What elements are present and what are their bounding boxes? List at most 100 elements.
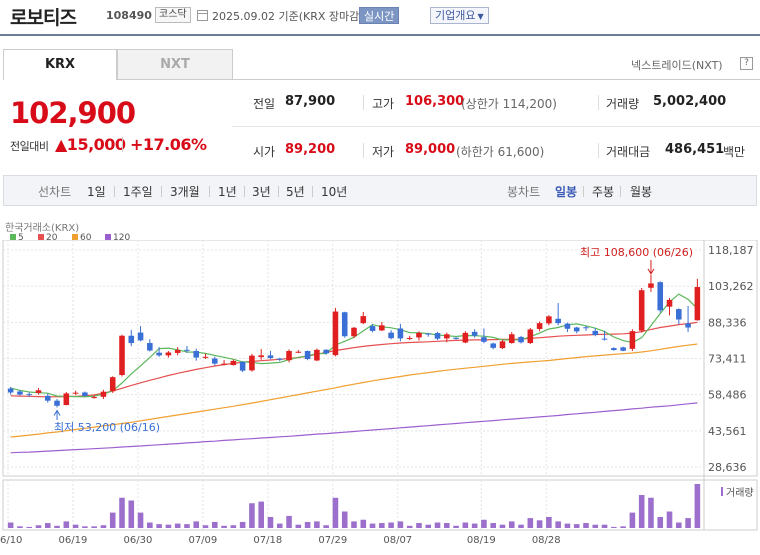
period-1w-button[interactable]: 1주일 — [123, 185, 153, 199]
legend-label: 5 — [18, 233, 24, 243]
candle-body — [388, 332, 394, 339]
candle — [323, 349, 329, 355]
x-tick-label: 08/19 — [467, 535, 496, 546]
candle — [499, 339, 506, 350]
volume-bar — [462, 522, 469, 528]
period-3m-button[interactable]: 3개월 — [170, 185, 200, 199]
period-1d-button[interactable]: 1일 — [87, 185, 106, 199]
high-value: 106,300 — [405, 94, 465, 109]
volume-bar — [434, 522, 441, 528]
price-grid — [2, 240, 758, 531]
volume-bar — [583, 523, 589, 528]
candle — [165, 351, 172, 358]
period-1y-button[interactable]: 1년 — [218, 185, 237, 199]
high-arrow-head — [647, 268, 655, 275]
base-date: 2025.09.02 기준(KRX 장마감) — [212, 10, 364, 23]
current-price: 102,900 — [10, 96, 136, 130]
period-3y-button[interactable]: 3년 — [252, 185, 271, 199]
realtime-button[interactable]: 실시간 — [359, 7, 400, 24]
candle — [666, 297, 673, 316]
candle-body — [518, 336, 524, 343]
candle — [601, 330, 608, 341]
candle-body — [694, 287, 701, 321]
candle-body — [527, 329, 534, 344]
stock-code: 108490 — [106, 9, 152, 22]
candle — [258, 349, 264, 360]
candle-body — [7, 388, 14, 393]
candle — [63, 391, 70, 406]
volume-bar — [676, 522, 682, 528]
volume-bar — [212, 521, 218, 528]
volume-bar — [629, 512, 636, 528]
annotations: 최고 108,600 (06/26) 최저 53,200 (06/16) — [53, 246, 693, 434]
candle-body — [351, 327, 357, 337]
stock-chart[interactable]: 118,187 103,262 88,336 73,411 58,486 43,561 28… — [0, 240, 760, 555]
period-5y-button[interactable]: 5년 — [286, 185, 305, 199]
monthly-candle-button[interactable]: 월봉 — [630, 185, 653, 199]
company-overview-dropdown[interactable]: 기업개요 ▼ — [430, 7, 489, 24]
volume-bar — [536, 520, 543, 528]
candle-body — [481, 337, 487, 342]
help-icon[interactable]: ? — [740, 57, 753, 70]
volume-bar — [193, 521, 200, 528]
legend-label: 120 — [113, 233, 131, 243]
candle — [212, 356, 218, 366]
candle — [444, 332, 450, 343]
candle-body — [128, 335, 135, 344]
volume-bar — [444, 523, 450, 528]
candle — [109, 376, 116, 393]
volume-bar — [694, 484, 701, 528]
x-tick-label: 08/28 — [532, 535, 561, 546]
volume-bar — [239, 521, 246, 528]
volume-bar — [685, 518, 691, 528]
candle — [536, 321, 543, 332]
candle-body — [249, 355, 255, 371]
candle-body — [657, 282, 664, 311]
stat-divider — [363, 95, 364, 110]
candle — [35, 388, 42, 395]
period-10y-button[interactable]: 10년 — [321, 185, 348, 199]
tab-krx[interactable]: KRX — [3, 49, 117, 80]
candle — [72, 390, 79, 395]
candle — [17, 390, 23, 396]
volume-bar — [147, 522, 153, 528]
daily-candle-button[interactable]: 일봉 — [555, 185, 578, 199]
x-tick-label: 08/07 — [383, 535, 412, 546]
candle — [527, 327, 534, 344]
volume-bar — [388, 522, 394, 528]
stat-divider — [363, 143, 364, 158]
volume-bar — [295, 524, 302, 528]
change-percent: +17.06% — [130, 135, 207, 154]
candle — [620, 346, 626, 352]
volume-bar — [184, 524, 190, 528]
candle — [573, 326, 580, 334]
weekly-candle-button[interactable]: 주봉 — [592, 185, 615, 199]
candle — [304, 350, 311, 361]
low-value: 89,000 — [405, 142, 456, 157]
volume-bar — [323, 525, 329, 528]
prev-close-label: 전일 — [253, 97, 276, 111]
candle-body — [91, 397, 97, 399]
candle-body — [555, 318, 561, 324]
candle-body — [573, 327, 580, 332]
candle — [694, 278, 701, 321]
volume-bar — [666, 511, 673, 528]
tab-nxt[interactable]: NXT — [117, 49, 233, 80]
legend-ma60: 60 — [72, 233, 91, 243]
candle-body — [425, 333, 432, 335]
volume-bar — [26, 526, 32, 528]
candle-body — [258, 355, 264, 358]
candle-body — [416, 332, 422, 338]
candle-body — [17, 391, 23, 395]
volume-bar — [202, 525, 209, 528]
candle-chart-label: 봉차트 — [507, 185, 541, 199]
volume-bar — [620, 526, 626, 528]
legend-swatch — [38, 234, 44, 240]
candle-body — [35, 390, 42, 393]
candle — [351, 327, 357, 339]
candle-body — [109, 377, 116, 392]
candle-body — [54, 400, 60, 406]
candle — [583, 325, 589, 331]
nextrade-link[interactable]: 넥스트레이드(NXT) — [631, 59, 723, 72]
candle — [221, 359, 227, 366]
